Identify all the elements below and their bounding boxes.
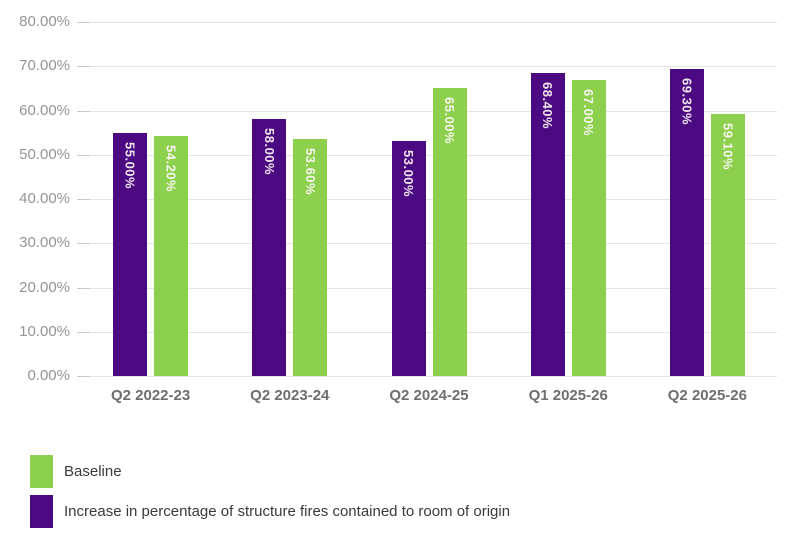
bar-increase-series: 53.00% xyxy=(391,141,426,376)
y-gridline xyxy=(81,243,777,245)
bar-baseline: 53.60% xyxy=(293,138,328,376)
y-gridline xyxy=(81,331,777,333)
bar-value-label: 68.40% xyxy=(540,82,556,130)
y-gridline xyxy=(81,376,777,377)
legend-label-baseline: Baseline xyxy=(64,462,122,480)
y-axis-tick xyxy=(77,66,90,68)
y-axis-tick-label: 20.00% xyxy=(19,278,70,296)
bar-value-label: 67.00% xyxy=(581,88,597,136)
bar-value-label: 53.60% xyxy=(302,147,318,195)
y-axis-tick xyxy=(77,22,90,23)
bar-value-label: 59.10% xyxy=(720,123,736,171)
y-axis-tick xyxy=(77,376,90,377)
legend-swatch-increase-series xyxy=(30,495,53,528)
y-axis-tick-label: 80.00% xyxy=(19,13,70,30)
x-axis-category-label: Q2 2023-24 xyxy=(250,387,330,404)
y-gridline xyxy=(81,154,777,156)
y-axis-tick-label: 60.00% xyxy=(19,101,70,119)
y-axis-tick xyxy=(77,287,90,289)
bar-value-label: 55.00% xyxy=(122,141,138,189)
y-axis-tick xyxy=(77,243,90,245)
y-gridline xyxy=(81,110,777,112)
y-axis-tick xyxy=(77,154,90,156)
y-axis-tick-label: 70.00% xyxy=(19,57,70,75)
y-gridline xyxy=(81,199,777,200)
bar-increase-series: 68.40% xyxy=(530,73,565,376)
y-axis-tick-label: 10.00% xyxy=(19,322,70,340)
x-axis-category-label: Q2 2022-23 xyxy=(110,387,191,404)
x-axis-category-label: Q2 2024-25 xyxy=(389,387,469,404)
x-axis-category-label: Q1 2025-26 xyxy=(528,387,608,404)
y-axis-tick xyxy=(77,199,90,200)
bar-value-label: 65.00% xyxy=(442,97,457,145)
y-gridline xyxy=(81,22,777,23)
chart-legend: Baseline Increase in percentage of struc… xyxy=(30,455,510,528)
y-gridline xyxy=(81,66,777,68)
bar-baseline: 54.20% xyxy=(154,136,189,376)
y-axis-tick xyxy=(77,331,90,333)
bar-baseline: 67.00% xyxy=(571,79,606,376)
bar-baseline: 65.00% xyxy=(432,88,467,376)
bar-value-label: 69.30% xyxy=(679,78,695,126)
x-axis-category-label: Q2 2025-26 xyxy=(667,387,747,404)
legend-label-increase-series: Increase in percentage of structure fire… xyxy=(64,502,511,520)
bar-value-label: 53.00% xyxy=(401,150,416,198)
legend-swatch-baseline xyxy=(30,455,53,488)
legend-item-baseline: Baseline xyxy=(30,455,510,488)
y-gridline xyxy=(81,287,777,289)
bar-value-label: 58.00% xyxy=(261,128,277,176)
y-axis-tick-label: 0.00% xyxy=(27,367,70,384)
bar-value-label: 54.20% xyxy=(163,145,179,193)
bar-increase-series: 58.00% xyxy=(252,119,287,376)
y-axis-tick xyxy=(77,110,90,112)
y-axis-tick-label: 40.00% xyxy=(19,190,70,207)
bar-increase-series: 69.30% xyxy=(669,69,704,376)
bar-baseline: 59.10% xyxy=(710,114,745,376)
bar-increase-series: 55.00% xyxy=(113,132,148,376)
y-axis-tick-label: 50.00% xyxy=(19,145,70,163)
y-axis-tick-label: 30.00% xyxy=(19,234,70,252)
legend-item-increase-series: Increase in percentage of structure fire… xyxy=(30,495,510,528)
